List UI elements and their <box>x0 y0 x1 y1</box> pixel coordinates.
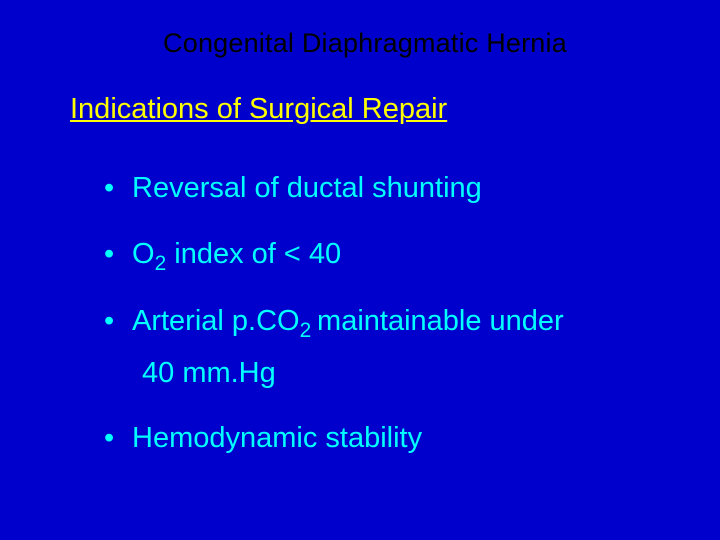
bullet-item: Reversal of ductal shunting <box>104 170 660 206</box>
slide-title: Congenital Diaphragmatic Hernia <box>70 28 660 59</box>
slide-subtitle: Indications of Surgical Repair <box>70 93 660 126</box>
bullet-continuation: 40 mm.Hg <box>142 357 660 390</box>
bullet-list: Hemodynamic stability <box>104 420 660 456</box>
bullet-text: Reversal of ductal shunting <box>132 172 482 204</box>
bullet-text: Hemodynamic stability <box>132 422 422 454</box>
slide: Congenital Diaphragmatic Hernia Indicati… <box>0 0 720 540</box>
bullet-text-post: index of < 40 <box>166 238 341 270</box>
subscript: 2 <box>155 252 167 275</box>
bullet-item: O2 index of < 40 <box>104 236 660 272</box>
bullet-item: Arterial p.CO2 maintainable under <box>104 303 660 339</box>
subscript: 2 <box>300 318 317 341</box>
bullet-item: Hemodynamic stability <box>104 420 660 456</box>
bullet-text-pre: O <box>132 238 155 270</box>
bullet-list: Reversal of ductal shunting O2 index of … <box>104 170 660 339</box>
bullet-text-pre: Arterial p.CO <box>132 305 300 337</box>
bullet-text-post: maintainable under <box>317 305 564 337</box>
